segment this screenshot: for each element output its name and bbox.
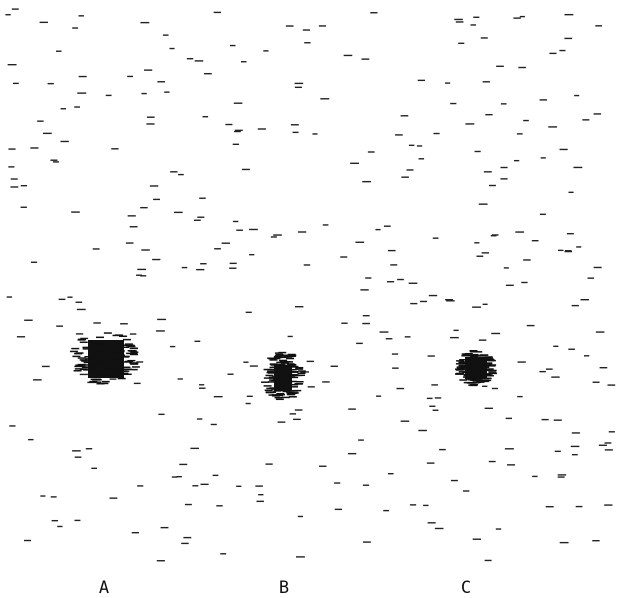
spot-label: B [279, 578, 289, 598]
background [0, 0, 617, 598]
page: {"labels": ["A", "B", "C"]} A B C (() =>… [0, 0, 617, 598]
spot-label: C [461, 578, 471, 598]
spot-label: A [99, 578, 109, 598]
figure: A B C [0, 0, 617, 598]
